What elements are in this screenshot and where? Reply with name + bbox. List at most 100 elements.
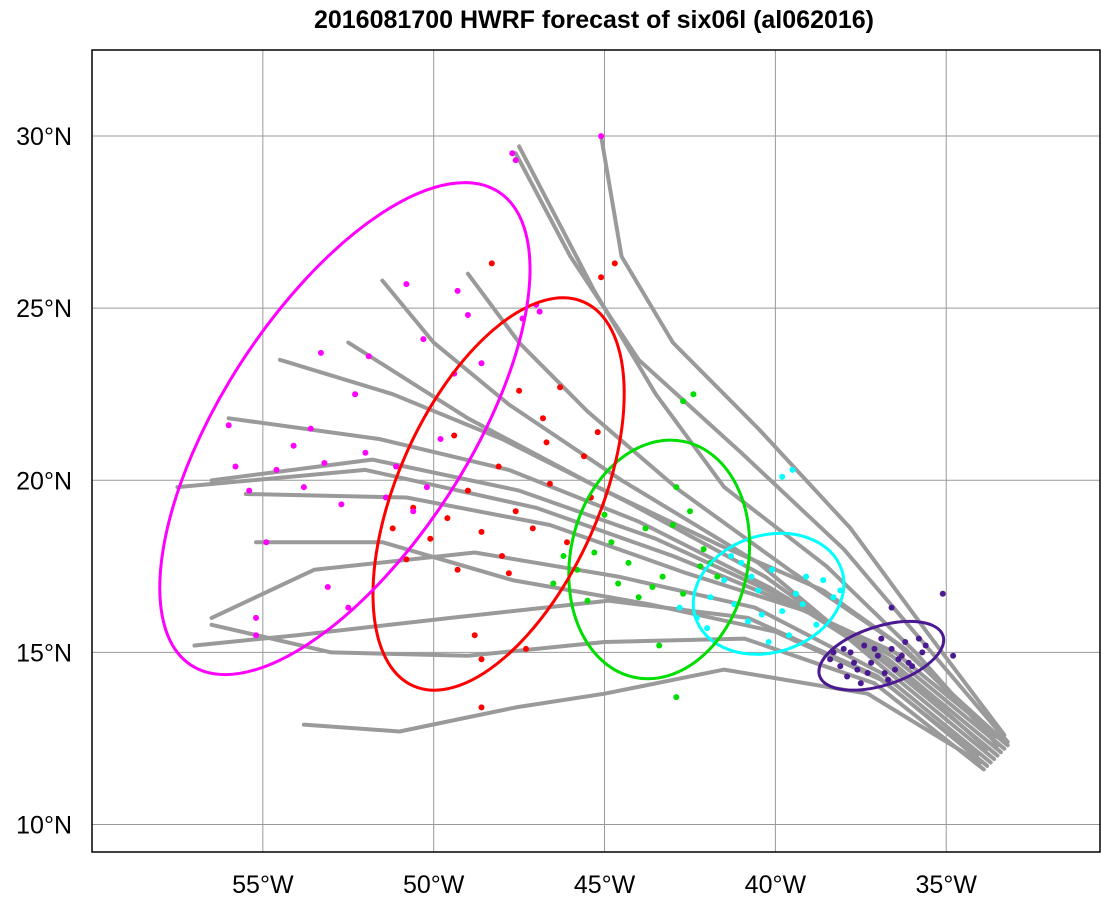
position-dot-t5 [420, 336, 427, 343]
position-dot-t2 [820, 577, 827, 584]
track-line [226, 416, 1003, 755]
position-dot-t1 [892, 666, 898, 673]
position-dot-t1 [919, 649, 926, 656]
track-line [301, 667, 983, 765]
position-dot-t2 [748, 573, 755, 580]
position-dot-t4 [546, 480, 553, 487]
position-dot-t5 [352, 391, 359, 398]
track-line [346, 340, 997, 741]
position-dot-t3 [615, 580, 622, 587]
position-dot-t4 [471, 632, 478, 639]
position-dot-t1 [922, 642, 929, 649]
position-dot-t1 [881, 670, 888, 676]
position-dot-t1 [847, 649, 854, 656]
position-dot-t5 [290, 442, 297, 449]
position-dot-t3 [635, 594, 642, 601]
position-dot-t1 [868, 659, 875, 666]
uncertainty-ellipse-t4 [371, 296, 626, 692]
position-dot-t1 [851, 659, 857, 666]
position-dot-t1 [871, 645, 878, 652]
position-dot-t4 [499, 553, 505, 559]
position-dot-t3 [591, 549, 598, 556]
position-dot-t4 [581, 453, 587, 460]
position-dot-t4 [557, 384, 564, 391]
uncertainty-ellipse-t3 [567, 438, 752, 681]
position-dot-t1 [857, 680, 864, 687]
position-dot-t1 [874, 652, 881, 659]
y-tick-label: 30°N [16, 123, 72, 151]
position-dot-t3 [669, 522, 676, 528]
y-axis-ticks: 10°N 15°N 20°N 25°N 30°N [16, 123, 72, 839]
position-dot-t4 [516, 387, 523, 394]
position-dot-t3 [680, 590, 687, 597]
position-dot-t4 [611, 260, 618, 267]
track-line [254, 540, 979, 758]
position-dot-t2 [830, 594, 837, 601]
position-dot-t3 [687, 508, 693, 515]
x-tick-label: 45°W [574, 871, 636, 899]
position-dot-t1 [885, 676, 892, 683]
position-dot-t1 [939, 590, 946, 597]
position-dot-t3 [642, 525, 649, 532]
x-tick-label: 55°W [232, 871, 294, 899]
position-dot-t1 [864, 670, 871, 676]
position-dot-t4 [523, 645, 529, 652]
position-dot-t5 [253, 632, 259, 639]
position-dot-t3 [656, 642, 663, 649]
position-dot-t3 [584, 597, 591, 604]
position-dot-t5 [324, 584, 331, 590]
position-dot-t2 [799, 601, 806, 608]
position-dot-t2 [786, 632, 793, 639]
position-dot-t3 [649, 584, 656, 590]
position-dot-t5 [464, 312, 471, 318]
position-dot-t4 [512, 508, 519, 515]
position-dot-t1 [837, 663, 844, 670]
position-dot-t5 [423, 484, 430, 491]
position-dot-t5 [338, 501, 345, 508]
position-dot-t5 [317, 349, 324, 356]
position-dot-t2 [738, 559, 745, 566]
position-dot-t2 [758, 611, 765, 618]
position-dot-t1 [844, 673, 851, 680]
chart-title: 2016081700 HWRF forecast of six06l (al06… [314, 6, 874, 34]
position-dot-t3 [690, 391, 697, 398]
y-tick-label: 25°N [16, 295, 72, 323]
position-dot-t4 [478, 704, 485, 711]
position-dot-t3 [714, 573, 721, 580]
y-tick-label: 15°N [16, 639, 72, 667]
position-dot-t4 [464, 487, 471, 494]
position-dot-t5 [598, 133, 605, 140]
position-dot-t2 [755, 587, 762, 594]
y-tick-label: 10°N [16, 811, 72, 839]
position-dot-t4 [478, 528, 485, 535]
position-dot-t4 [540, 415, 546, 422]
track-line [517, 144, 1000, 748]
position-dot-t4 [564, 539, 570, 546]
x-tick-label: 40°W [745, 871, 807, 899]
position-dot-t4 [594, 429, 601, 436]
position-dot-t2 [837, 587, 844, 594]
position-dot-t4 [543, 439, 550, 446]
position-dot-t1 [861, 642, 868, 649]
position-dot-t3 [680, 398, 687, 405]
position-dot-t1 [854, 666, 861, 673]
position-dot-t5 [232, 463, 239, 470]
position-dot-t4 [598, 274, 605, 281]
position-dot-t2 [779, 608, 786, 615]
position-dot-t2 [813, 621, 820, 628]
track-line [209, 622, 986, 772]
uncertainty-ellipses [158, 181, 946, 692]
position-dot-t4 [427, 535, 434, 542]
track-line [243, 492, 990, 751]
x-axis-ticks: 55°W 50°W 45°W 40°W 35°W [232, 871, 977, 899]
position-dot-t4 [505, 570, 512, 577]
x-tick-label: 50°W [403, 871, 465, 899]
position-dot-t2 [789, 466, 796, 473]
position-dot-t2 [676, 604, 683, 611]
position-dot-t4 [451, 432, 458, 439]
track-line [209, 457, 1007, 751]
track-line [175, 467, 1010, 748]
position-dot-t2 [745, 618, 752, 625]
position-dot-t3 [608, 539, 615, 546]
